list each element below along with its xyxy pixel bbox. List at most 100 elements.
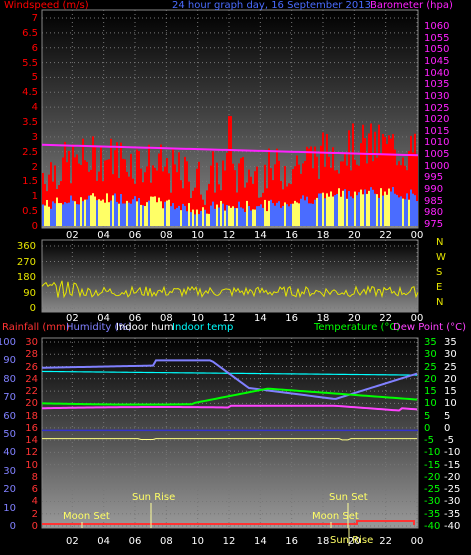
wind-avg-bar xyxy=(128,202,130,226)
wind-gust-bar xyxy=(302,163,304,226)
wind-avg-bar xyxy=(166,200,168,226)
wind-avg-bar xyxy=(270,199,272,226)
wind-gust-bar xyxy=(62,157,64,226)
rain-tick-15: 0 xyxy=(31,521,38,532)
dew-tick-8: -5 xyxy=(444,435,454,447)
rain-tick-1: 28 xyxy=(25,349,38,361)
wind-avg-bar xyxy=(408,199,410,226)
wind-gust-bar xyxy=(284,166,286,226)
wind-gust-bar xyxy=(294,166,296,226)
wind-gust-bar xyxy=(314,146,316,226)
wind-gust-bar xyxy=(250,176,252,226)
p3-x-tick-11: 00 xyxy=(410,536,424,547)
p3-x-tick-4: 10 xyxy=(191,536,205,547)
wind-avg-bar xyxy=(108,202,110,226)
p3-x-tick-9: 20 xyxy=(347,536,361,547)
wind-avg-bar xyxy=(374,193,376,226)
wind-avg-bar xyxy=(170,206,172,226)
wind-gust-bar xyxy=(114,150,116,226)
rain-tick-8: 14 xyxy=(25,435,38,447)
wind-avg-bar xyxy=(336,193,338,226)
wind-tick-4: 5 xyxy=(31,72,38,84)
wind-gust-bar xyxy=(378,124,380,226)
wind-avg-bar xyxy=(360,189,362,226)
baro-tick-3: 1045 xyxy=(424,55,450,67)
wind-avg-bar xyxy=(280,207,282,226)
temp-tick-5: 10 xyxy=(424,398,437,410)
wind-avg-bar xyxy=(254,209,256,226)
wind-avg-bar xyxy=(80,197,82,226)
wind-avg-bar xyxy=(124,203,126,226)
wind-gust-bar xyxy=(100,146,102,226)
hum-tick-6: 40 xyxy=(3,447,16,459)
wind-avg-bar xyxy=(174,209,176,226)
wind-avg-bar xyxy=(272,203,274,226)
wind-avg-bar xyxy=(282,205,284,226)
wind-avg-bar xyxy=(380,188,382,226)
hum-tick-10: 0 xyxy=(9,521,16,532)
wind-avg-bar xyxy=(122,203,124,226)
baro-tick-7: 1025 xyxy=(424,102,450,114)
wind-avg-bar xyxy=(416,201,418,226)
wind-gust-bar xyxy=(270,168,272,226)
wind-avg-bar xyxy=(342,190,344,226)
compass-4: N xyxy=(436,297,444,308)
baro-tick-17: 975 xyxy=(424,219,444,230)
wind-gust-bar xyxy=(368,133,370,226)
wind-avg-bar xyxy=(304,200,306,226)
compass-3: E xyxy=(436,282,443,293)
wind-avg-bar xyxy=(142,205,144,226)
wind-gust-bar xyxy=(392,134,394,226)
wind-gust-bar xyxy=(82,138,84,226)
wind-avg-bar xyxy=(230,207,232,226)
wind-gust-bar xyxy=(234,170,236,226)
wind-avg-bar xyxy=(322,192,324,226)
wind-gust-bar xyxy=(352,123,354,226)
wind-avg-bar xyxy=(414,195,416,226)
wind-avg-bar xyxy=(186,211,188,226)
wind-avg-bar xyxy=(200,210,202,226)
temp-tick-11: -20 xyxy=(424,471,441,483)
wind-avg-bar xyxy=(50,208,52,226)
wind-gust-bar xyxy=(94,146,96,226)
wind-gust-bar xyxy=(322,132,324,226)
dew-point-axis-title: Dew Point (°C) xyxy=(393,322,467,333)
wind-gust-bar xyxy=(348,130,350,226)
wind-avg-bar xyxy=(214,208,216,226)
wind-avg-bar xyxy=(218,207,220,226)
rain-tick-3: 24 xyxy=(25,373,38,385)
wind-gust-bar xyxy=(288,183,290,226)
wind-avg-bar xyxy=(92,193,94,226)
dew-tick-7: 0 xyxy=(444,422,451,434)
wind-tick-5: 4.5 xyxy=(22,87,38,99)
wind-gust-bar xyxy=(164,166,166,226)
wind-avg-bar xyxy=(258,206,260,226)
temp-tick-13: -30 xyxy=(424,496,441,508)
wind-gust-bar xyxy=(394,149,396,226)
wind-avg-bar xyxy=(144,206,146,226)
p2-x-tick-10: 22 xyxy=(379,313,393,324)
temp-tick-6: 5 xyxy=(424,410,431,422)
baro-tick-8: 1020 xyxy=(424,114,450,126)
wind-gust-bar xyxy=(408,150,410,226)
hum-tick-8: 20 xyxy=(3,484,16,496)
p3-x-tick-10: 22 xyxy=(379,536,393,547)
wind-avg-bar xyxy=(352,198,354,226)
wind-avg-bar xyxy=(298,203,300,226)
wind-gust-bar xyxy=(196,168,198,226)
wind-avg-bar xyxy=(76,204,78,226)
event-sun-set: Sun Set xyxy=(329,492,368,503)
wind-gust-bar xyxy=(266,188,268,226)
wind-gust-bar xyxy=(404,165,406,226)
wind-avg-bar xyxy=(184,205,186,226)
wind-gust-bar xyxy=(216,162,218,226)
wind-gust-bar xyxy=(310,146,312,226)
wind-tick-13: 0.5 xyxy=(22,206,38,218)
wind-gust-bar xyxy=(104,160,106,226)
wind-avg-bar xyxy=(72,200,74,226)
wind-tick-9: 2.5 xyxy=(22,146,38,158)
humidity-line xyxy=(41,359,418,400)
wind-direction-line xyxy=(41,280,419,299)
wind-gust-bar xyxy=(240,158,242,226)
